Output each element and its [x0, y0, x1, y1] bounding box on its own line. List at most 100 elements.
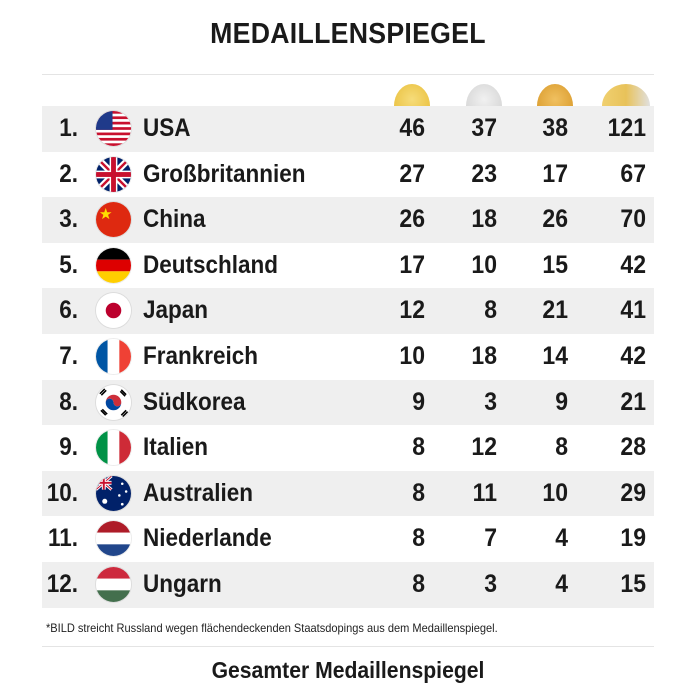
bronze-count-cell: 38	[542, 114, 568, 142]
gold-count-cell: 8	[412, 524, 425, 553]
gold-medal-icon	[394, 84, 430, 106]
italy-flag-icon	[96, 430, 131, 466]
table-row: 9. Italien 8 12 8 28	[42, 425, 654, 471]
page-title: MEDAILLENSPIEGEL	[210, 18, 486, 50]
bottom-divider	[42, 646, 654, 647]
medal-table-card: MEDAILLENSPIEGEL 1. USA 46 37 38 121 2. Großbri…	[42, 0, 654, 700]
rank-cell: 3.	[59, 205, 78, 234]
gold-count-cell: 12	[399, 296, 425, 325]
total-count-cell: 70	[620, 205, 646, 234]
country-cell: Südkorea	[143, 387, 246, 416]
total-medals-icon	[602, 84, 650, 106]
silver-count-cell: 23	[471, 159, 497, 188]
silver-count-cell: 11	[472, 478, 497, 507]
table-row: 3. China 26 18 26 70	[42, 197, 654, 243]
table-row: 10. Australien 8 11 10 29	[42, 470, 654, 517]
silver-medal-icon	[466, 84, 502, 106]
silver-count-cell: 10	[471, 250, 497, 279]
silver-count-cell: 3	[484, 569, 497, 598]
silver-count-cell: 18	[471, 205, 497, 234]
medal-table: 1. USA 46 37 38 121 2. Großbritannien 27 23 17 67 3.…	[42, 106, 654, 608]
country-cell: Australien	[143, 478, 254, 507]
bronze-count-cell: 9	[555, 387, 568, 416]
japan-flag-icon	[96, 293, 131, 329]
usa-flag-icon	[96, 111, 131, 146]
south-korea-flag-icon	[96, 384, 131, 420]
bronze-count-cell: 10	[542, 478, 568, 507]
country-cell: China	[143, 205, 206, 234]
silver-count-cell: 8	[484, 296, 497, 325]
total-count-cell: 21	[620, 387, 646, 416]
total-count-cell: 42	[620, 341, 646, 370]
gold-count-cell: 8	[412, 569, 425, 598]
bronze-count-cell: 14	[542, 341, 568, 370]
china-flag-icon	[96, 202, 131, 238]
table-row: 2. Großbritannien 27 23 17 67	[42, 152, 654, 198]
total-count-cell: 29	[620, 478, 646, 507]
table-row: 11. Niederlande 8 7 4 19	[42, 516, 654, 562]
gold-count-cell: 17	[399, 250, 425, 279]
rank-cell: 10.	[46, 478, 78, 507]
uk-flag-icon	[96, 156, 131, 192]
country-cell: Großbritannien	[143, 159, 306, 188]
medal-column-headers	[42, 84, 654, 106]
country-cell: Frankreich	[143, 341, 259, 370]
rank-cell: 5.	[59, 250, 78, 279]
rank-cell: 2.	[59, 159, 78, 188]
bronze-count-cell: 8	[555, 433, 568, 462]
rank-cell: 1.	[59, 114, 78, 142]
country-cell: Ungarn	[143, 569, 222, 598]
country-cell: Japan	[143, 296, 209, 325]
total-count-cell: 41	[620, 296, 646, 325]
australia-flag-icon	[96, 475, 131, 511]
gold-count-cell: 27	[399, 159, 425, 188]
total-count-cell: 15	[620, 569, 646, 598]
table-row: 12. Ungarn 8 3 4 15	[42, 561, 654, 608]
rank-cell: 7.	[59, 341, 78, 370]
table-row: 8. Südkorea 9 3 9 21	[42, 379, 654, 426]
france-flag-icon	[96, 338, 131, 374]
total-count-cell: 42	[620, 250, 646, 279]
gold-count-cell: 9	[412, 387, 425, 416]
gold-count-cell: 8	[412, 433, 425, 462]
bronze-count-cell: 17	[542, 159, 568, 188]
table-row: 7. Frankreich 10 18 14 42	[42, 334, 654, 380]
country-cell: Italien	[143, 433, 209, 462]
rank-cell: 8.	[59, 387, 78, 416]
bronze-count-cell: 26	[542, 205, 568, 234]
table-row: 5. Deutschland 17 10 15 42	[42, 243, 654, 289]
country-cell: USA	[143, 114, 191, 142]
bronze-count-cell: 21	[542, 296, 568, 325]
gold-count-cell: 46	[399, 114, 425, 142]
rank-cell: 12.	[46, 569, 78, 598]
total-count-cell: 19	[620, 524, 646, 553]
table-row: 1. USA 46 37 38 121	[42, 106, 654, 152]
bronze-count-cell: 4	[555, 569, 568, 598]
gold-count-cell: 10	[399, 341, 425, 370]
gold-count-cell: 8	[412, 478, 425, 507]
total-count-cell: 67	[620, 159, 646, 188]
gold-count-cell: 26	[399, 205, 425, 234]
bronze-count-cell: 4	[555, 524, 568, 553]
rank-cell: 9.	[59, 433, 78, 462]
table-row: 6. Japan 12 8 21 41	[42, 288, 654, 334]
title-divider	[42, 74, 654, 75]
netherlands-flag-icon	[96, 521, 131, 557]
full-medal-table-link[interactable]: Gesamter Medaillenspiegel	[211, 657, 485, 683]
total-count-cell: 121	[607, 114, 646, 142]
silver-count-cell: 18	[471, 341, 497, 370]
silver-count-cell: 7	[484, 524, 497, 553]
country-cell: Deutschland	[143, 250, 279, 279]
germany-flag-icon	[96, 247, 131, 283]
rank-cell: 6.	[59, 296, 78, 325]
country-cell: Niederlande	[143, 524, 272, 553]
silver-count-cell: 3	[484, 387, 497, 416]
bronze-count-cell: 15	[542, 250, 568, 279]
silver-count-cell: 12	[471, 433, 497, 462]
rank-cell: 11.	[47, 524, 78, 553]
hungary-flag-icon	[96, 566, 131, 602]
bronze-medal-icon	[537, 84, 573, 106]
footnote: *BILD streicht Russland wegen flächendec…	[46, 621, 498, 635]
silver-count-cell: 37	[471, 114, 497, 142]
total-count-cell: 28	[620, 433, 646, 462]
